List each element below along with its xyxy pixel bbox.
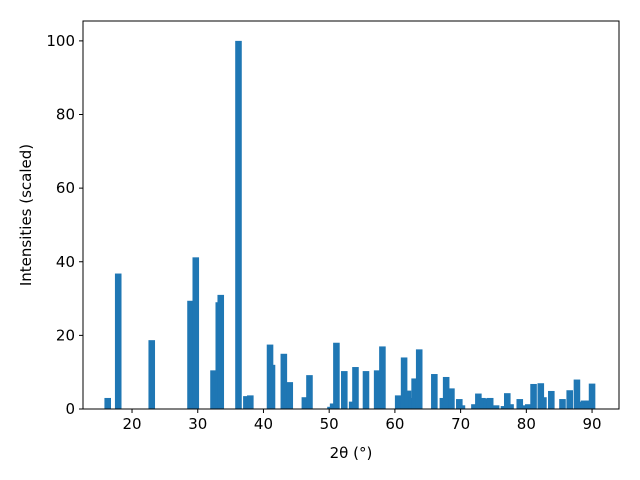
bar bbox=[448, 388, 455, 409]
x-tick-label: 70 bbox=[451, 415, 470, 433]
bar bbox=[566, 390, 573, 409]
x-tick-label: 50 bbox=[320, 415, 339, 433]
bar bbox=[456, 399, 463, 409]
bar bbox=[379, 346, 386, 409]
x-tick-label: 30 bbox=[188, 415, 207, 433]
bar bbox=[243, 396, 250, 409]
bar bbox=[187, 300, 194, 409]
bar bbox=[114, 273, 122, 409]
bar bbox=[373, 370, 381, 409]
bar bbox=[576, 401, 584, 409]
y-tick-label: 80 bbox=[56, 106, 75, 124]
bar bbox=[458, 405, 466, 409]
y-tick-label: 60 bbox=[56, 179, 75, 197]
x-tick-label: 60 bbox=[385, 415, 404, 433]
bar bbox=[516, 399, 524, 409]
x-tick-label: 20 bbox=[122, 415, 141, 433]
bar bbox=[507, 404, 514, 409]
y-tick-label: 40 bbox=[56, 253, 75, 271]
bar bbox=[333, 342, 340, 409]
bar bbox=[525, 404, 532, 409]
x-tick-label: 90 bbox=[583, 415, 602, 433]
bar bbox=[210, 370, 217, 409]
bar bbox=[530, 383, 537, 409]
y-tick-label: 20 bbox=[56, 326, 75, 344]
bar bbox=[475, 393, 482, 409]
bar bbox=[235, 40, 242, 409]
bar bbox=[588, 383, 596, 409]
x-tick-label: 80 bbox=[517, 415, 536, 433]
bar bbox=[559, 399, 566, 409]
bar bbox=[479, 397, 486, 409]
bar bbox=[192, 257, 200, 409]
bar bbox=[492, 405, 500, 409]
bar bbox=[362, 371, 370, 409]
bar bbox=[471, 404, 478, 409]
bar bbox=[286, 382, 294, 409]
bar bbox=[431, 374, 438, 409]
bar bbox=[217, 294, 225, 409]
bar bbox=[415, 349, 423, 409]
bar bbox=[148, 340, 156, 409]
plot-frame bbox=[82, 20, 620, 410]
bar bbox=[301, 397, 309, 409]
y-axis-label: Intensities (scaled) bbox=[17, 144, 35, 286]
bar bbox=[400, 357, 408, 409]
bar bbox=[247, 395, 254, 409]
bar bbox=[341, 371, 348, 409]
bar bbox=[540, 397, 547, 409]
y-tick-label: 0 bbox=[65, 400, 75, 418]
bar bbox=[280, 353, 288, 409]
bar bbox=[306, 375, 313, 409]
x-tick-label: 40 bbox=[254, 415, 273, 433]
bar bbox=[394, 395, 402, 409]
bar bbox=[503, 393, 511, 409]
bar bbox=[442, 376, 450, 409]
bar bbox=[584, 400, 592, 409]
bar bbox=[486, 397, 494, 409]
bar bbox=[352, 367, 359, 409]
bar bbox=[580, 400, 588, 409]
bar bbox=[268, 364, 276, 409]
x-axis-label: 2θ (°) bbox=[330, 444, 373, 462]
bar bbox=[573, 379, 581, 409]
bar bbox=[548, 390, 555, 409]
bar bbox=[411, 378, 418, 409]
bar bbox=[537, 383, 545, 409]
y-tick-label: 100 bbox=[46, 32, 75, 50]
bar bbox=[520, 405, 527, 409]
bar bbox=[104, 397, 111, 409]
